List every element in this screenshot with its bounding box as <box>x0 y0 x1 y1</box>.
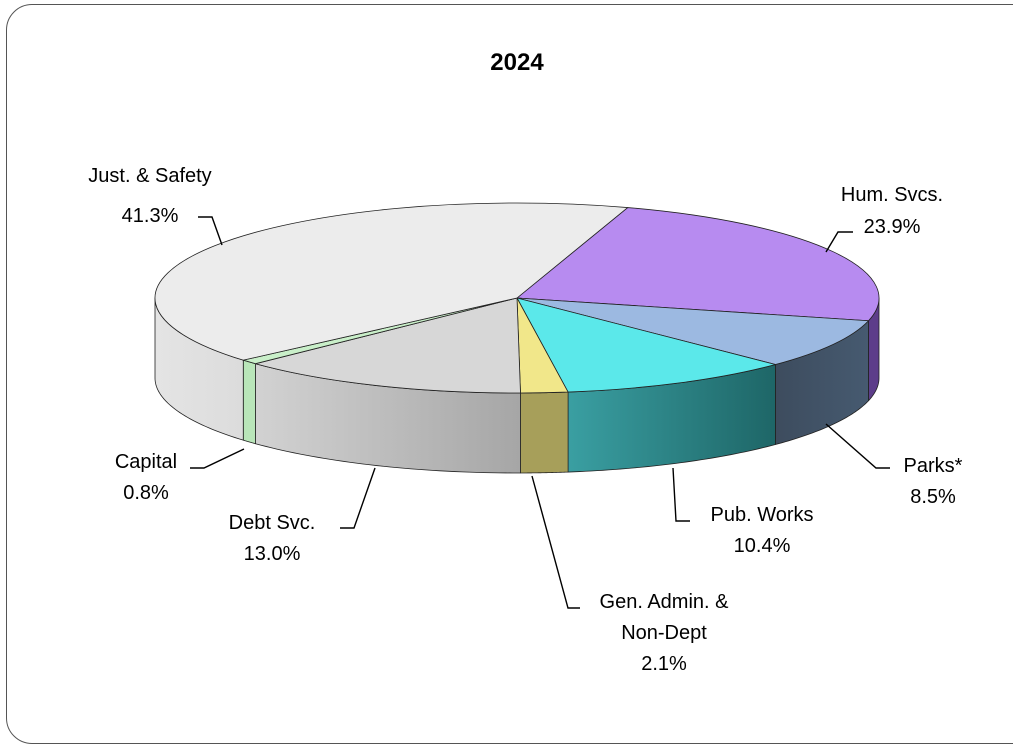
leader-debt-svc <box>340 467 376 529</box>
value-debt-svc: 13.0% <box>244 543 301 565</box>
pie-slice-hum-svcs <box>516 207 880 322</box>
value-hum-svcs: 23.9% <box>864 216 921 238</box>
label-just-safety: Just. & Safety <box>88 165 211 187</box>
slice-label-just-safety: Just. & Safety 41.3% <box>88 165 211 227</box>
leader-lines <box>190 216 890 609</box>
label-pub-works: Pub. Works <box>711 504 814 526</box>
leader-hum-svcs <box>825 231 853 253</box>
label-debt-svc: Debt Svc. <box>229 512 316 534</box>
pie-slice-parks <box>516 297 869 365</box>
leader-capital <box>190 448 245 469</box>
pie-tops <box>154 202 880 394</box>
slice-label-gen-admin: Gen. Admin. & Non-Dept 2.1% <box>600 591 730 675</box>
value-just-safety: 41.3% <box>122 205 179 227</box>
label-hum-svcs: Hum. Svcs. <box>841 184 943 206</box>
label-parks: Parks* <box>904 455 963 477</box>
slice-label-parks: Parks* 8.5% <box>904 455 963 508</box>
value-gen-admin: 2.1% <box>641 653 687 675</box>
label-gen-admin-line1: Gen. Admin. & <box>600 591 730 613</box>
leader-just-safety <box>198 216 223 246</box>
pie-sides <box>154 297 880 474</box>
chart-title: 2024 <box>490 49 544 76</box>
label-capital: Capital <box>115 451 177 473</box>
slice-label-capital: Capital 0.8% <box>115 451 177 504</box>
slice-label-debt-svc: Debt Svc. 13.0% <box>229 512 316 565</box>
leader-parks <box>825 423 890 469</box>
value-pub-works: 10.4% <box>734 535 791 557</box>
slice-label-hum-svcs: Hum. Svcs. 23.9% <box>841 184 943 238</box>
leader-pub-works <box>672 467 690 522</box>
leader-gen-admin <box>531 475 580 609</box>
pie-chart: 2024 Just. & Safety 41.3% Hum. Svcs. 23.… <box>88 49 963 675</box>
value-capital: 0.8% <box>123 482 169 504</box>
label-gen-admin-line2: Non-Dept <box>621 622 707 644</box>
pie-slice-pub-works <box>516 297 776 393</box>
pie-side-gen-admin-non-dept <box>520 391 569 474</box>
pie-slice-just-safety <box>154 202 629 361</box>
slice-label-pub-works: Pub. Works 10.4% <box>711 504 814 557</box>
value-parks: 8.5% <box>910 486 956 508</box>
pie-side-capital <box>242 359 256 445</box>
pie-slice-debt-svc <box>255 297 521 394</box>
